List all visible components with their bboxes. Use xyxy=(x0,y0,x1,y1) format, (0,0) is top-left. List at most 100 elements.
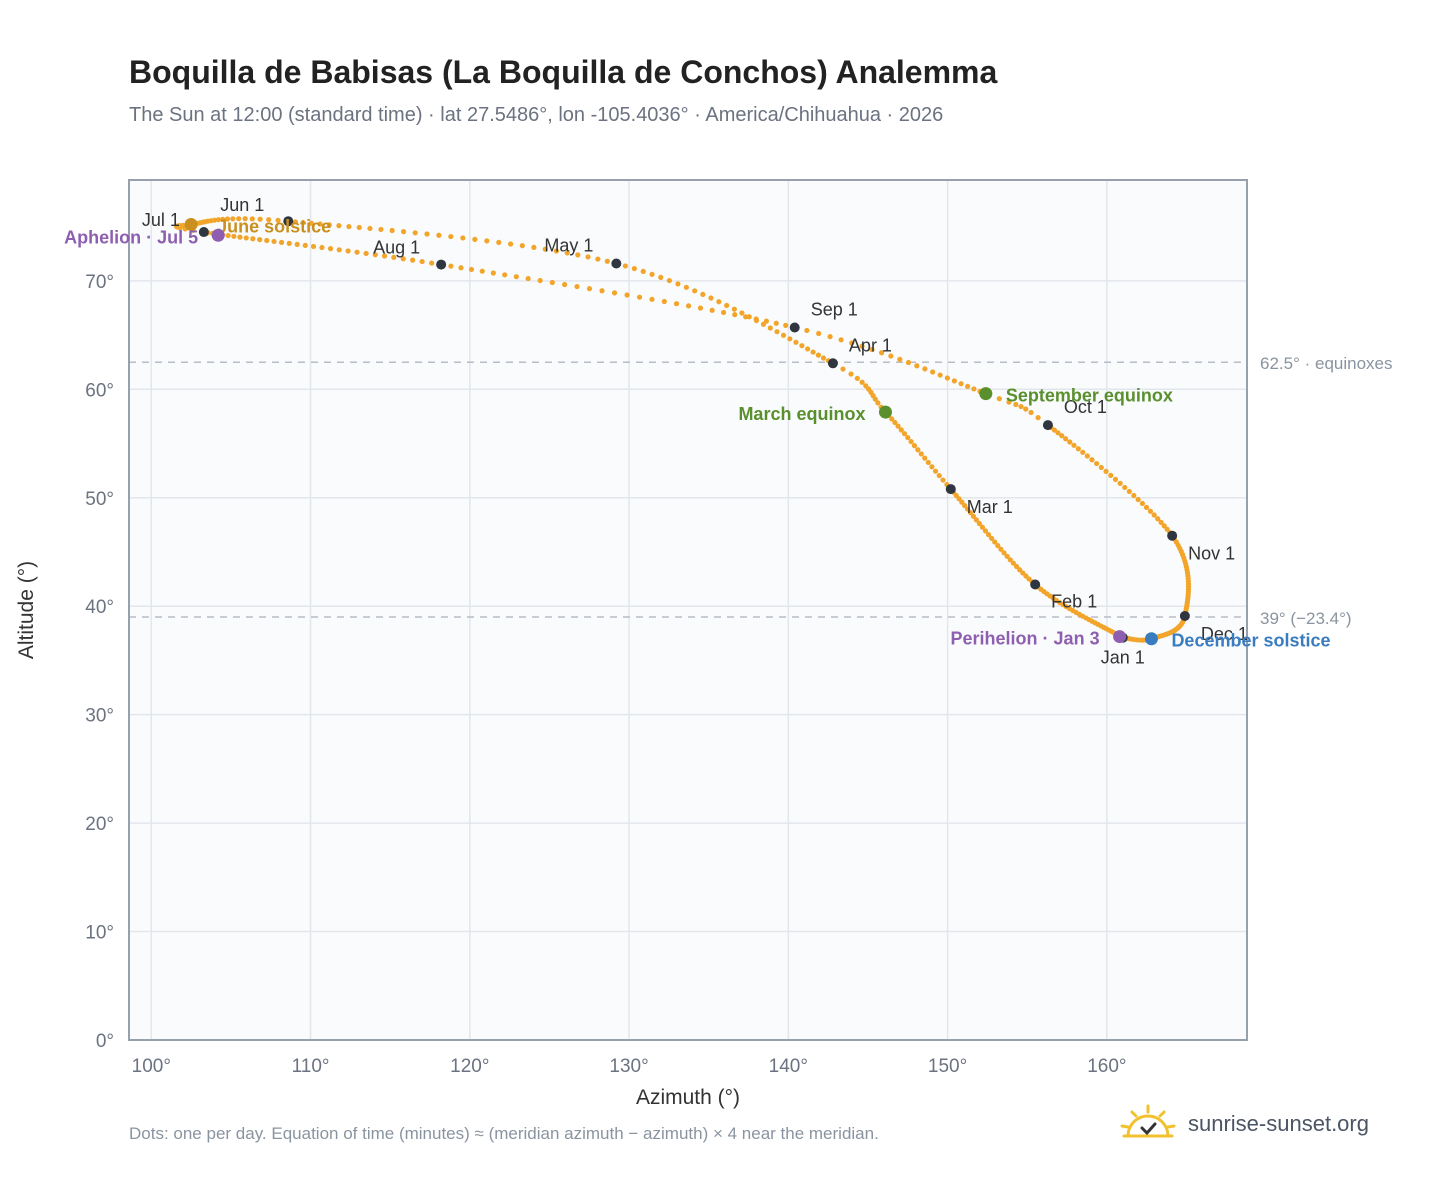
day-dot xyxy=(720,309,727,316)
month-marker xyxy=(945,484,956,495)
day-dot xyxy=(793,339,799,345)
y-tick-label: 0° xyxy=(96,1031,114,1052)
day-dot xyxy=(410,257,416,263)
day-dot xyxy=(586,286,593,292)
day-dot xyxy=(562,281,568,288)
day-dot xyxy=(310,243,317,250)
event-marker xyxy=(878,405,892,419)
day-dot xyxy=(458,265,464,271)
day-dot xyxy=(1103,468,1109,474)
day-dot xyxy=(266,217,272,223)
day-dot xyxy=(631,265,637,272)
day-dot xyxy=(810,349,816,355)
day-dot xyxy=(622,263,628,269)
day-dot xyxy=(378,226,384,233)
day-dot xyxy=(215,217,221,223)
footnote: Dots: one per day. Equation of time (min… xyxy=(129,1124,879,1143)
day-dot xyxy=(249,216,255,222)
day-dot xyxy=(1094,460,1100,467)
event-marker xyxy=(979,387,993,401)
day-dot xyxy=(859,343,865,349)
month-label: Dec 1 xyxy=(1201,624,1248,644)
day-dot xyxy=(700,291,706,297)
month-label: Jan 1 xyxy=(1101,648,1145,668)
event-marker xyxy=(1113,630,1127,644)
day-dot xyxy=(970,513,977,519)
day-dot xyxy=(1080,449,1086,455)
day-dot xyxy=(925,459,931,466)
day-dot xyxy=(799,343,805,349)
day-dot xyxy=(937,372,943,378)
day-dot xyxy=(1017,567,1023,573)
day-dot xyxy=(400,229,407,235)
day-dot xyxy=(958,381,964,387)
day-dot xyxy=(1143,504,1150,510)
page-subtitle: The Sun at 12:00 (standard time) · lat 2… xyxy=(129,104,944,126)
day-dot xyxy=(780,332,787,338)
day-dot xyxy=(1063,436,1069,442)
brand[interactable]: sunrise-sunset.org xyxy=(1120,1102,1369,1146)
day-dot xyxy=(827,334,833,340)
day-dot xyxy=(930,369,936,375)
day-dot xyxy=(220,216,226,222)
day-dot xyxy=(951,378,957,384)
day-dot xyxy=(250,236,256,242)
day-dot xyxy=(604,258,610,264)
day-dot xyxy=(838,337,844,343)
day-dot xyxy=(979,524,986,530)
day-dot xyxy=(897,356,903,362)
plot-area xyxy=(129,180,1247,1040)
y-tick-label: 70° xyxy=(85,272,114,293)
day-dot xyxy=(869,346,875,353)
day-dot xyxy=(875,400,881,406)
day-dot xyxy=(336,247,342,253)
day-dot xyxy=(697,305,704,311)
month-marker xyxy=(789,322,800,333)
day-dot xyxy=(915,447,921,453)
day-dot xyxy=(743,314,749,320)
day-dot xyxy=(508,241,514,247)
day-dot xyxy=(1075,446,1081,452)
day-dot xyxy=(363,250,369,257)
day-dot xyxy=(1007,557,1013,563)
day-dot xyxy=(998,546,1004,552)
day-dot xyxy=(599,288,605,294)
day-dot xyxy=(971,386,977,392)
month-label: Feb 1 xyxy=(1051,592,1097,612)
day-dot xyxy=(1139,500,1145,507)
month-label: Mar 1 xyxy=(967,497,1013,517)
day-dot xyxy=(317,221,323,227)
day-dot xyxy=(1013,563,1020,570)
y-tick-label: 50° xyxy=(85,489,114,510)
day-dot xyxy=(898,427,904,433)
day-dot xyxy=(962,502,968,509)
day-dot xyxy=(708,295,714,301)
day-dot xyxy=(479,268,485,274)
x-axis-label: Azimuth (°) xyxy=(636,1086,740,1109)
day-dot xyxy=(513,274,519,280)
y-tick-label: 40° xyxy=(85,597,114,618)
day-dot xyxy=(905,359,912,366)
y-tick-label: 60° xyxy=(85,380,114,401)
day-dot xyxy=(1051,427,1058,433)
plot-border xyxy=(128,179,1248,1041)
day-dot xyxy=(859,379,865,385)
day-dot xyxy=(732,312,738,318)
day-dot xyxy=(319,244,325,251)
day-dot xyxy=(1013,401,1019,408)
day-dot xyxy=(531,244,537,250)
day-dot xyxy=(448,263,454,269)
month-marker xyxy=(1179,610,1190,621)
day-dot xyxy=(773,320,779,326)
day-dot xyxy=(944,375,950,381)
day-dot xyxy=(673,301,680,307)
day-dot xyxy=(1028,409,1034,416)
day-dot xyxy=(787,336,793,342)
day-dot xyxy=(922,366,928,372)
day-dot xyxy=(553,248,559,254)
day-dot xyxy=(237,234,243,240)
month-label: Nov 1 xyxy=(1188,544,1235,564)
day-dot xyxy=(611,290,618,296)
day-dot xyxy=(763,318,770,324)
day-dot xyxy=(574,283,580,290)
